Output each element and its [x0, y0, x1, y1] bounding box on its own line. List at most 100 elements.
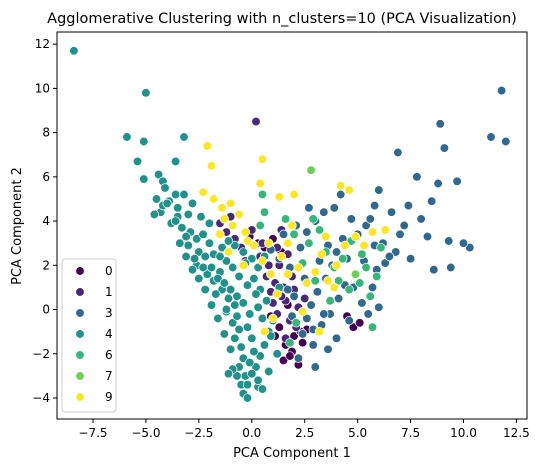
plot-frame — [56, 31, 528, 420]
point-cluster-9-5 — [219, 214, 229, 224]
point-cluster-6-3 — [289, 229, 299, 239]
point-cluster-9-9 — [240, 227, 251, 237]
y-axis-ticks: −4 −2 0 2 4 6 8 10 12 — [32, 37, 57, 405]
point-cluster-6-19 — [310, 276, 320, 286]
point-cluster-4-23 — [183, 240, 193, 251]
point-cluster-4-11 — [151, 194, 162, 204]
point-cluster-4-56 — [253, 262, 263, 273]
point-cluster-9-29 — [340, 240, 350, 251]
point-cluster-4-82 — [247, 333, 257, 343]
point-cluster-9-32 — [367, 227, 378, 237]
point-cluster-3-3 — [486, 132, 496, 142]
point-cluster-3-39 — [367, 282, 378, 293]
point-cluster-4-6 — [179, 132, 189, 142]
point-cluster-3-32 — [308, 340, 318, 350]
point-cluster-9-15 — [264, 238, 274, 248]
point-cluster-4-3 — [139, 136, 149, 147]
point-cluster-4-97 — [181, 251, 191, 262]
point-cluster-6-21 — [308, 214, 318, 224]
point-cluster-6-12 — [344, 284, 354, 295]
legend-marker-0 — [75, 266, 85, 276]
point-cluster-6-17 — [376, 242, 386, 253]
point-cluster-6-24 — [291, 318, 301, 328]
point-cluster-9-18 — [257, 154, 268, 164]
point-cluster-3-7 — [412, 172, 422, 182]
x-tick-label-6: 7.5 — [401, 426, 420, 440]
legend-marker-1 — [75, 287, 85, 297]
point-cluster-9-6 — [225, 198, 236, 209]
point-cluster-4-85 — [247, 369, 257, 379]
point-cluster-3-11 — [416, 214, 426, 224]
legend-label-6: 6 — [105, 348, 113, 362]
point-cluster-9-3 — [209, 194, 219, 204]
point-cluster-6-18 — [325, 296, 335, 306]
point-cluster-3-13 — [444, 236, 454, 246]
point-cluster-3-57 — [365, 214, 375, 224]
point-cluster-4-86 — [242, 380, 253, 390]
x-tick-label-8: 12.5 — [503, 426, 530, 440]
chart-title: Agglomerative Clustering with n_clusters… — [47, 11, 517, 27]
point-cluster-4-24 — [194, 247, 204, 257]
point-cluster-4-34 — [228, 318, 238, 328]
point-cluster-4-37 — [236, 342, 246, 352]
point-cluster-4-31 — [223, 293, 234, 304]
point-cluster-6-11 — [333, 276, 344, 286]
point-cluster-3-79 — [386, 207, 397, 217]
point-cluster-4-32 — [230, 300, 240, 310]
point-cluster-9-31 — [359, 240, 369, 251]
legend-items: 0 1 3 4 6 7 9 — [75, 264, 113, 404]
point-cluster-3-77 — [427, 196, 437, 206]
point-cluster-3-54 — [329, 203, 339, 213]
point-cluster-3-15 — [429, 265, 439, 275]
point-cluster-4-16 — [179, 189, 189, 200]
point-cluster-6-14 — [361, 262, 371, 273]
point-cluster-4-61 — [223, 236, 234, 246]
legend-marker-9 — [75, 392, 85, 402]
point-cluster-4-70 — [170, 216, 181, 226]
point-cluster-9-14 — [272, 289, 282, 299]
point-cluster-4-57 — [247, 254, 257, 264]
point-cluster-4-99 — [211, 289, 221, 299]
point-cluster-4-74 — [206, 262, 217, 273]
legend-label-9: 9 — [105, 390, 113, 404]
point-cluster-4-83 — [249, 346, 259, 357]
point-cluster-4-75 — [213, 273, 223, 284]
point-cluster-3-66 — [278, 229, 289, 239]
point-cluster-9-19 — [255, 178, 265, 189]
point-cluster-4-38 — [238, 353, 248, 363]
point-cluster-6-8 — [357, 249, 367, 259]
x-axis-label: PCA Component 1 — [233, 446, 351, 461]
point-cluster-4-89 — [223, 369, 234, 379]
x-tick-label-4: 2.5 — [295, 426, 314, 440]
point-cluster-9-16 — [276, 251, 287, 262]
point-cluster-6-26 — [257, 189, 268, 200]
point-cluster-1-0 — [251, 116, 261, 127]
point-cluster-3-73 — [363, 309, 373, 319]
point-cluster-9-8 — [234, 209, 244, 220]
point-cluster-6-1 — [259, 207, 270, 217]
y-tick-label-3: 2 — [42, 258, 50, 272]
point-cluster-4-78 — [232, 291, 242, 301]
point-cluster-3-14 — [465, 242, 475, 253]
point-cluster-0-7 — [285, 351, 295, 361]
point-cluster-4-90 — [225, 344, 236, 354]
point-cluster-4-96 — [187, 265, 198, 275]
point-cluster-3-42 — [331, 333, 342, 343]
point-cluster-6-15 — [365, 291, 375, 301]
point-cluster-3-29 — [306, 300, 316, 310]
point-cluster-3-8 — [393, 147, 403, 158]
point-cluster-9-24 — [302, 278, 312, 288]
point-cluster-4-104 — [234, 271, 244, 282]
point-cluster-4-19 — [187, 198, 198, 209]
point-cluster-4-73 — [198, 262, 208, 273]
point-cluster-3-44 — [310, 362, 320, 372]
point-cluster-4-53 — [261, 296, 272, 306]
point-cluster-9-33 — [380, 225, 390, 235]
point-cluster-4-93 — [206, 300, 217, 310]
point-cluster-4-111 — [266, 331, 276, 341]
legend-box — [61, 258, 117, 413]
point-cluster-4-48 — [255, 351, 265, 361]
point-cluster-9-26 — [316, 249, 327, 259]
point-cluster-9-44 — [287, 220, 297, 231]
